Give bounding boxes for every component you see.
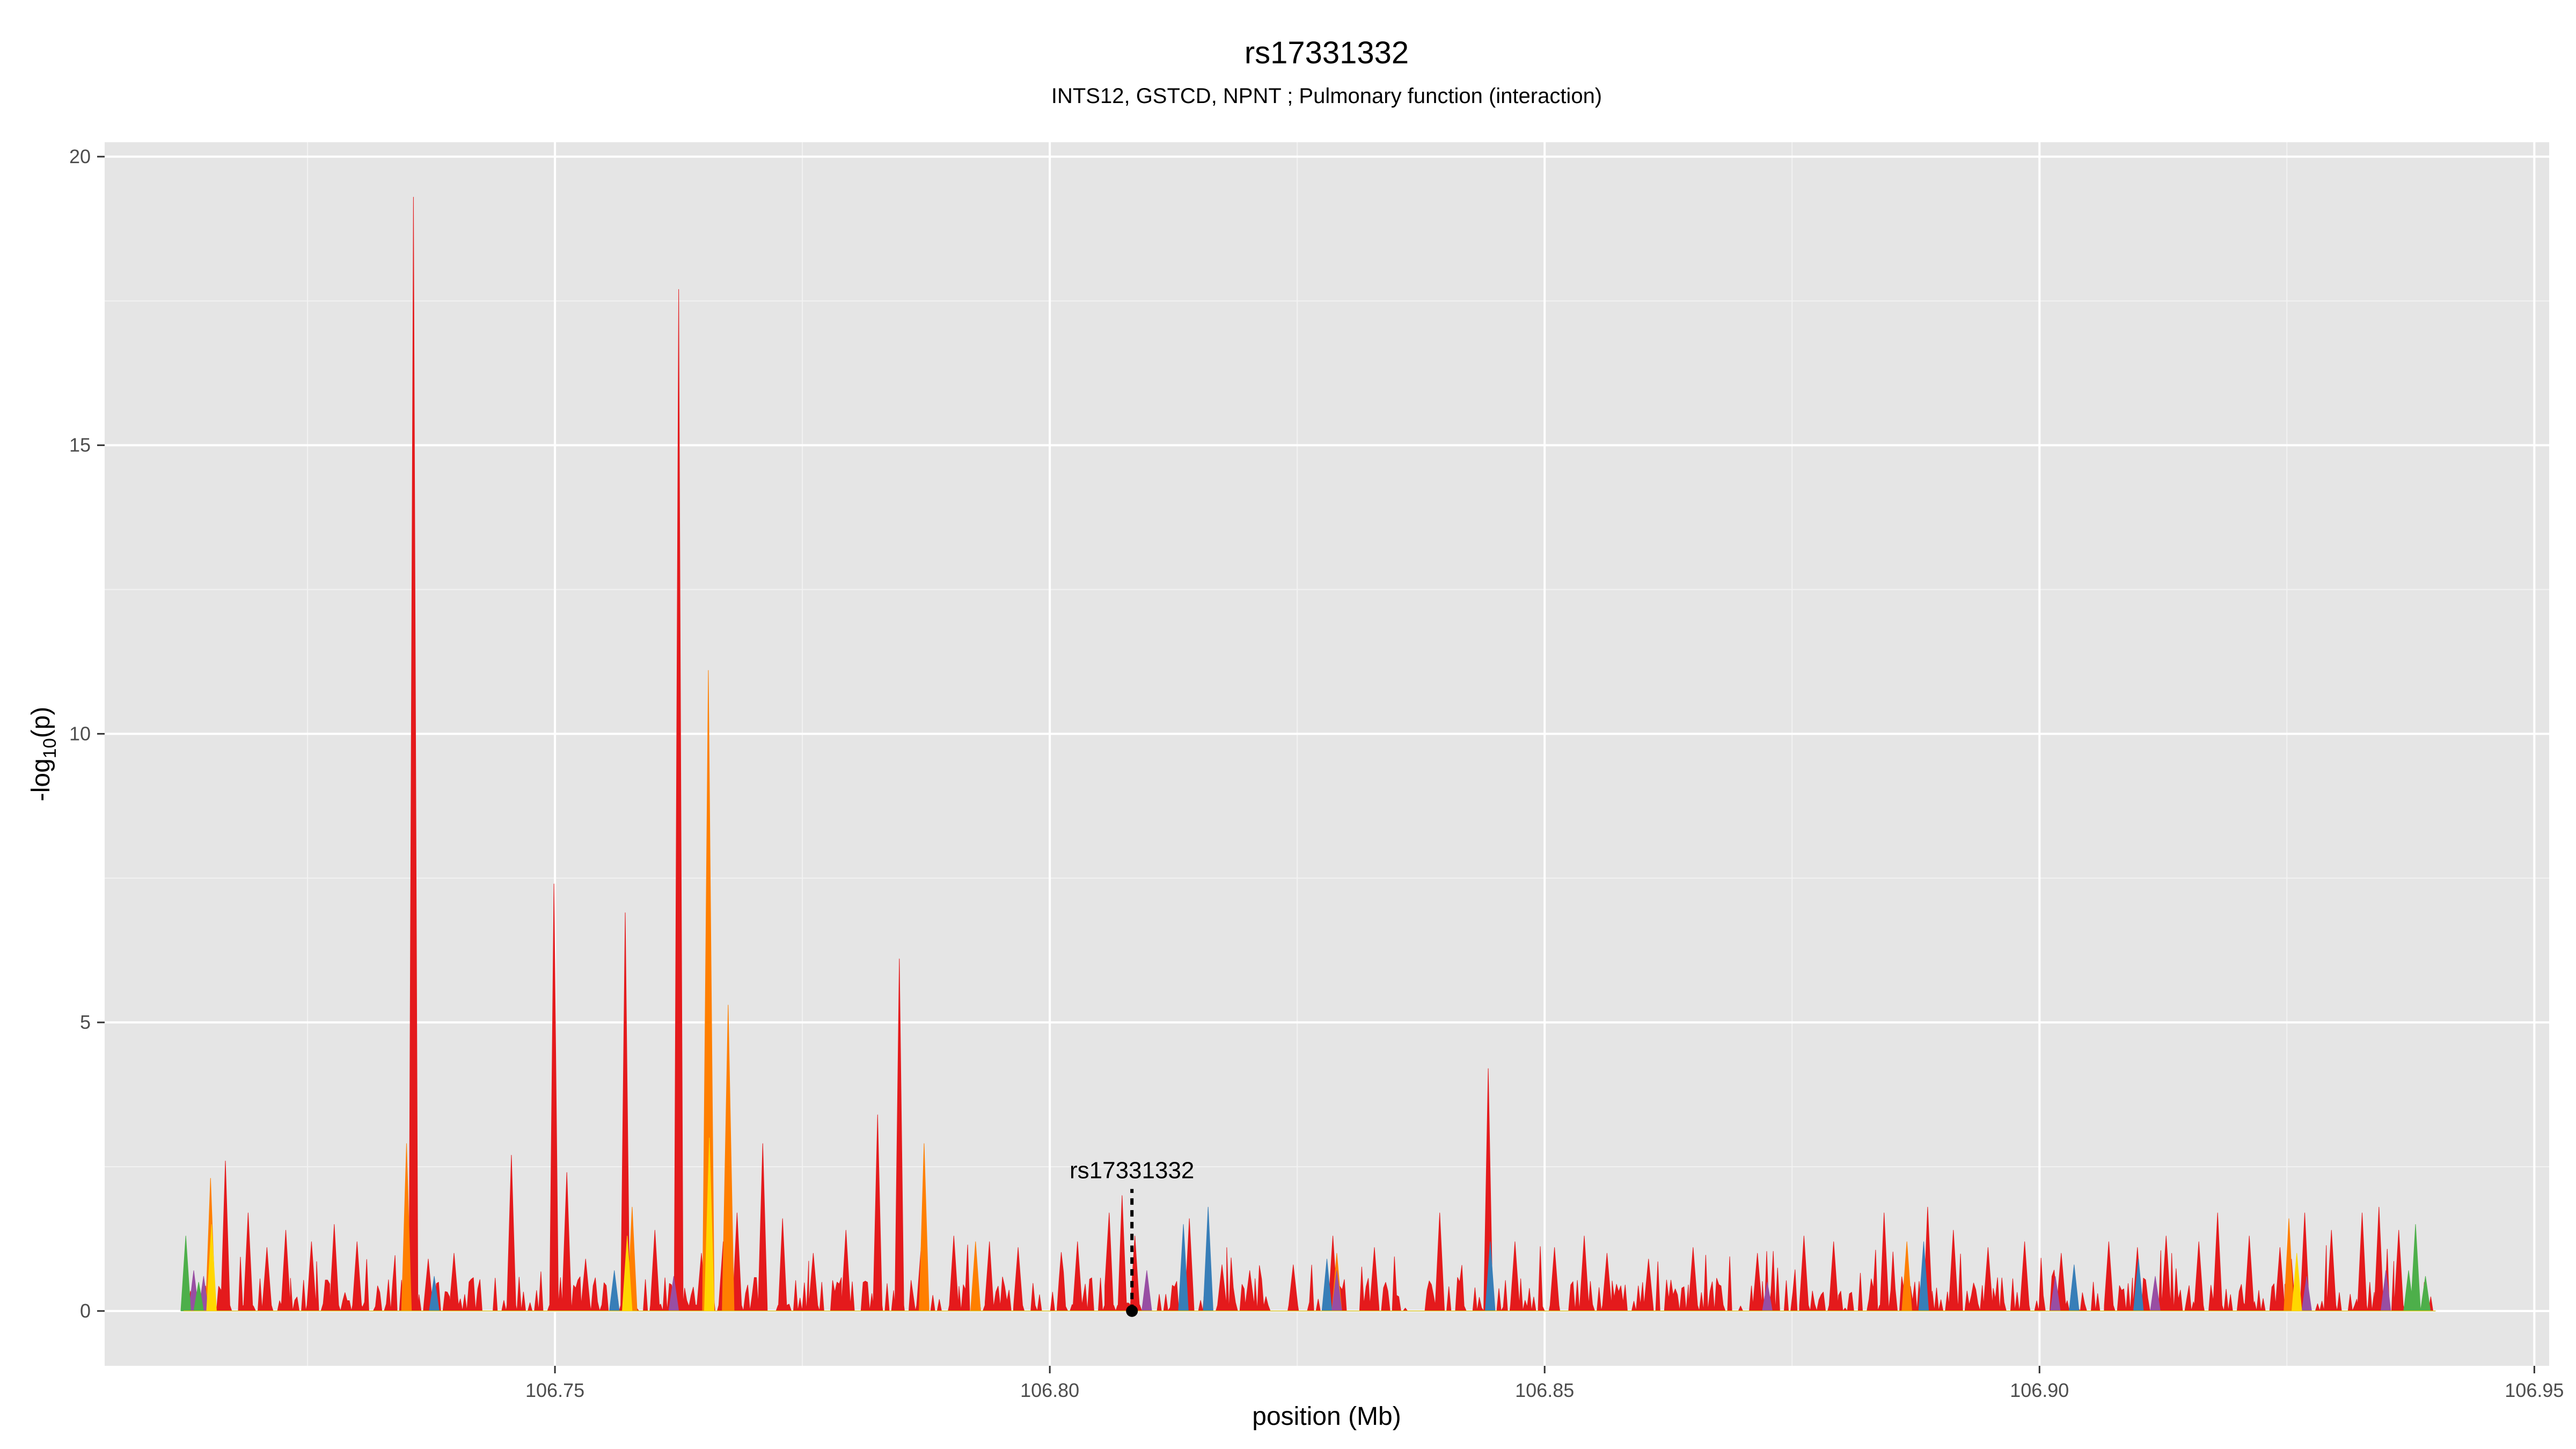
highlight-label: rs17331332 — [1070, 1157, 1194, 1183]
y-tick-label: 15 — [69, 434, 91, 456]
area-series-yellow — [184, 1137, 2436, 1312]
x-tick-label: 106.85 — [1515, 1379, 1574, 1401]
chart-subtitle: INTS12, GSTCD, NPNT ; Pulmonary function… — [1051, 84, 1602, 108]
x-tick-label: 106.80 — [1020, 1379, 1079, 1401]
y-tick-label: 10 — [69, 722, 91, 744]
area-series-green — [180, 1224, 2436, 1312]
highlight-annotation: rs17331332 — [1070, 1157, 1194, 1317]
major-gridlines — [105, 142, 2549, 1366]
x-tick-label: 106.95 — [2505, 1379, 2564, 1401]
minor-gridlines — [105, 142, 2549, 1366]
y-axis-title-main: -log — [27, 758, 55, 801]
x-tick-label: 106.90 — [2010, 1379, 2069, 1401]
y-axis-title: -log10(p) — [27, 707, 60, 802]
x-axis-title: position (Mb) — [1252, 1402, 1401, 1431]
y-tick-label: 20 — [69, 145, 91, 167]
chart-title: rs17331332 — [1245, 35, 1409, 70]
y-tick-label: 5 — [80, 1011, 91, 1033]
y-axis-title-subscript: 10 — [40, 738, 60, 758]
y-axis: 0 5 10 15 20 — [69, 145, 105, 1322]
x-axis: 106.75 106.80 106.85 106.90 106.95 — [525, 1366, 2564, 1401]
data-areas — [180, 196, 2436, 1312]
highlight-point — [1126, 1305, 1138, 1317]
y-axis-title-tail: (p) — [27, 707, 55, 738]
y-tick-label: 0 — [80, 1300, 91, 1322]
plot-panel — [105, 142, 2549, 1366]
x-tick-label: 106.75 — [525, 1379, 584, 1401]
